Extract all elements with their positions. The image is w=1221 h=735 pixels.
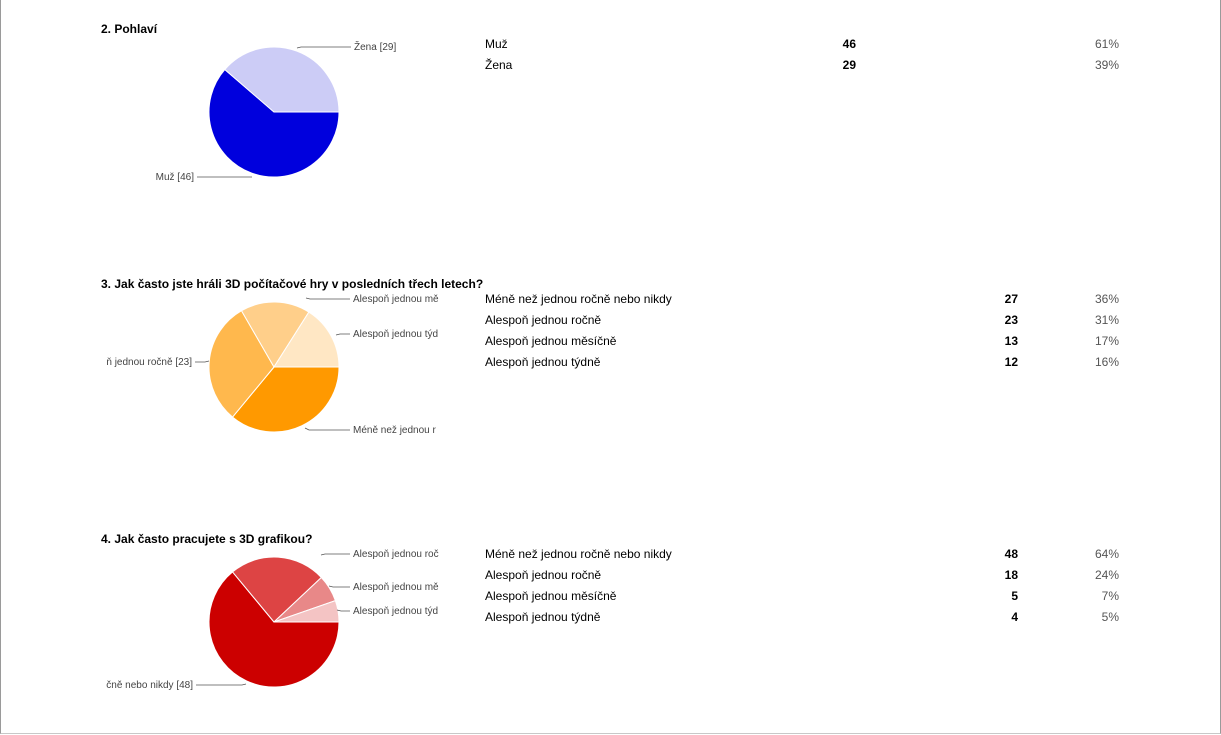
pie-label-leader bbox=[304, 427, 350, 431]
table-row: Alespoň jednou ročně 23 31% bbox=[0, 313, 1221, 334]
question-section-games: 3. Jak často jste hráli 3D počítačové hr… bbox=[0, 277, 1221, 477]
answer-count: 29 bbox=[842, 58, 856, 72]
answer-label: Méně než jednou ročně nebo nikdy bbox=[485, 547, 672, 561]
question-title: 2. Pohlaví bbox=[101, 22, 158, 36]
pie-label: Alespoň jednou týd bbox=[353, 329, 438, 340]
answer-percent: 39% bbox=[1094, 58, 1119, 72]
answer-count: 5 bbox=[1011, 589, 1018, 603]
table-row: Alespoň jednou měsíčně 13 17% bbox=[0, 334, 1221, 355]
pie-slice bbox=[208, 571, 340, 688]
pie-label: čně nebo nikdy [48] bbox=[106, 680, 193, 691]
answer-percent: 17% bbox=[1094, 334, 1119, 348]
table-row: Alespoň jednou ročně 18 24% bbox=[0, 568, 1221, 589]
pie-label: Alespoň jednou týd bbox=[353, 606, 438, 617]
answer-count: 4 bbox=[1011, 610, 1018, 624]
answer-count: 18 bbox=[1004, 568, 1018, 582]
answer-label: Alespoň jednou měsíčně bbox=[485, 334, 617, 348]
answer-percent: 5% bbox=[1101, 610, 1119, 624]
answer-count: 27 bbox=[1004, 292, 1018, 306]
answer-percent: 36% bbox=[1094, 292, 1119, 306]
answer-percent: 64% bbox=[1094, 547, 1119, 561]
answer-percent: 7% bbox=[1101, 589, 1119, 603]
table-row: Alespoň jednou týdně 12 16% bbox=[0, 355, 1221, 376]
pie-label-leader bbox=[320, 553, 350, 556]
answer-label: Méně než jednou ročně nebo nikdy bbox=[485, 292, 672, 306]
answer-label: Alespoň jednou měsíčně bbox=[485, 589, 617, 603]
answer-count: 46 bbox=[842, 37, 856, 51]
answer-label: Alespoň jednou ročně bbox=[485, 313, 602, 327]
pie-label: Žena [29] bbox=[354, 40, 396, 53]
answer-count: 23 bbox=[1004, 313, 1018, 327]
pie-chart-3d-graphics: Alespoň jednou roč Alespoň jednou mě Alesp… bbox=[106, 549, 439, 691]
answer-count: 12 bbox=[1004, 355, 1018, 369]
pie-label-leader bbox=[336, 609, 350, 612]
table-row: Méně než jednou ročně nebo nikdy 27 36% bbox=[0, 292, 1221, 313]
answer-percent: 16% bbox=[1094, 355, 1119, 369]
answer-label: Alespoň jednou týdně bbox=[485, 610, 601, 624]
table-row: Žena 29 39% bbox=[0, 58, 1221, 79]
pie-slice bbox=[231, 556, 323, 623]
pie-slice bbox=[273, 311, 340, 368]
table-row: Alespoň jednou měsíčně 5 7% bbox=[0, 589, 1221, 610]
pie-slice bbox=[240, 301, 310, 368]
table-row: Muž 46 61% bbox=[0, 37, 1221, 58]
pie-label: Alespoň jednou roč bbox=[353, 549, 439, 560]
pie-label-leader bbox=[305, 297, 350, 300]
pie-slice bbox=[208, 68, 340, 178]
pie-label: ň jednou ročně [23] bbox=[106, 357, 192, 368]
question-section-3d-graphics: 4. Jak často pracujete s 3D grafikou? Al… bbox=[0, 532, 1221, 732]
pie-label: Muž [46] bbox=[156, 172, 195, 183]
question-section-gender: 2. Pohlaví Žena [29] Muž [46] Muž 46 61% … bbox=[0, 22, 1221, 222]
answer-count: 13 bbox=[1004, 334, 1018, 348]
question-title: 3. Jak často jste hráli 3D počítačové hr… bbox=[101, 277, 484, 291]
answer-percent: 24% bbox=[1094, 568, 1119, 582]
question-title: 4. Jak často pracujete s 3D grafikou? bbox=[101, 532, 313, 546]
pie-label-leader bbox=[195, 360, 210, 363]
pie-label-leader bbox=[296, 46, 351, 49]
answer-count: 48 bbox=[1004, 547, 1018, 561]
answer-label: Alespoň jednou ročně bbox=[485, 568, 602, 582]
pie-slice bbox=[224, 46, 340, 113]
table-row: Alespoň jednou týdně 4 5% bbox=[0, 610, 1221, 631]
answer-label: Žena bbox=[485, 58, 513, 72]
pie-label: Méně než jednou r bbox=[353, 425, 437, 436]
answer-label: Alespoň jednou týdně bbox=[485, 355, 601, 369]
pie-label-leader bbox=[196, 683, 247, 686]
pie-label: Alespoň jednou mě bbox=[353, 294, 439, 305]
pie-slice bbox=[273, 599, 340, 623]
answer-percent: 31% bbox=[1094, 313, 1119, 327]
pie-label-leader bbox=[328, 585, 350, 588]
answer-percent: 61% bbox=[1094, 37, 1119, 51]
answer-label: Muž bbox=[485, 37, 508, 51]
pie-slice bbox=[208, 310, 275, 418]
pie-slice bbox=[231, 366, 340, 433]
pie-label: Alespoň jednou mě bbox=[353, 582, 439, 593]
pie-chart-games: Alespoň jednou mě Alespoň jednou týd ň jed… bbox=[106, 294, 439, 436]
table-row: Méně než jednou ročně nebo nikdy 48 64% bbox=[0, 547, 1221, 568]
pie-chart-gender: Žena [29] Muž [46] bbox=[156, 40, 397, 183]
pie-label-leader bbox=[335, 333, 350, 336]
